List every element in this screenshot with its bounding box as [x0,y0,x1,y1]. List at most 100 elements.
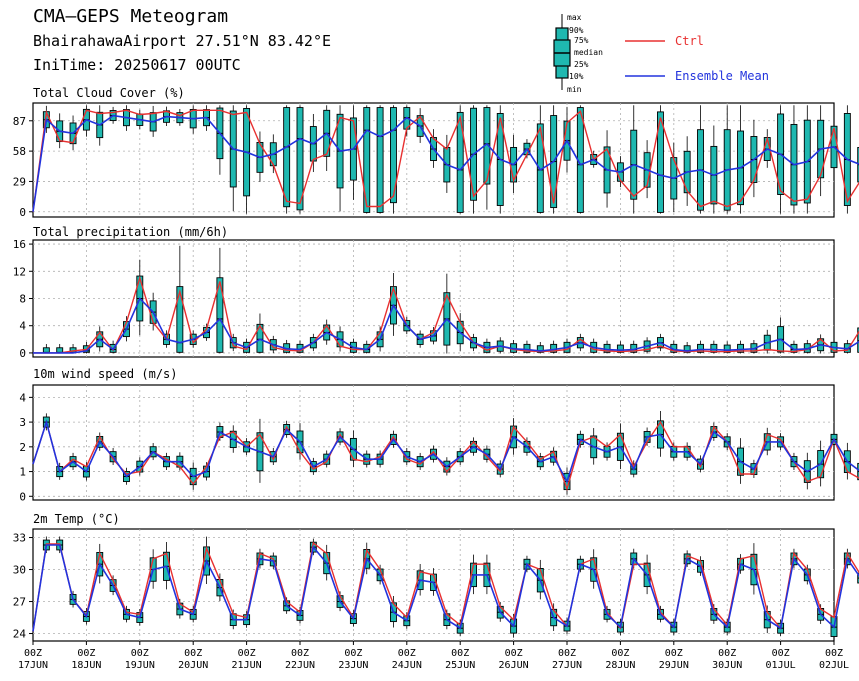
boxplot [510,339,518,354]
y-tick-label: 0 [19,347,26,360]
boxplot [536,105,544,214]
init-time-label: IniTime: 20250617 00UTC [33,56,241,74]
boxplot [630,105,638,214]
box [176,286,184,353]
boxplot [403,105,411,137]
x-hour-label: 00Z [291,648,309,659]
x-hour-label: 00Z [611,648,629,659]
panel-frame [32,528,835,642]
y-tick-label: 29 [13,175,26,188]
x-hour-label: 00Z [718,648,736,659]
boxplot [283,339,291,354]
x-date-label: 26JUN [499,660,529,671]
x-date-label: 25JUN [445,660,475,671]
y-tick-label: 4 [19,391,26,404]
ctrl-line [32,109,859,212]
box [283,107,291,208]
boxplot [777,105,785,214]
panel-title: Total Cloud Cover (%) [33,86,185,100]
box [790,343,798,353]
x-date-label: 22JUN [285,660,315,671]
mean-line [33,297,859,354]
boxplot [42,344,50,354]
y-tick-label: 30 [13,564,26,577]
x-hour-label: 00Z [772,648,790,659]
y-tick-label: 87 [13,115,26,128]
y-tick-label: 24 [13,628,27,641]
x-hour-label: 00Z [131,648,149,659]
x-date-label: 28JUN [605,660,635,671]
box [723,344,731,353]
x-date-label: 27JUN [552,660,582,671]
chart-title: CMA—GEPS Meteogram [33,6,229,27]
y-tick-label: 12 [13,265,26,278]
box [657,111,664,213]
panel-title: 10m wind speed (m/s) [33,367,178,381]
panel-frame [32,384,835,501]
x-date-label: 02JUL [819,660,849,671]
boxplot [830,111,838,181]
x-hour-label: 00Z [505,648,523,659]
y-tick-label: 0 [19,490,26,503]
box [616,344,624,353]
x-date-label: 24JUN [392,660,422,671]
x-date-label: 01JUL [766,660,796,671]
x-hour-label: 00Z [238,648,256,659]
box [376,107,384,213]
y-tick-label: 4 [19,320,26,333]
x-hour-label: 00Z [184,648,202,659]
boxplot [710,125,718,214]
y-tick-label: 3 [19,416,26,429]
box [56,347,64,353]
y-tick-label: 1 [19,466,26,479]
panel-2: 0 4 8 12 16 Total precipitation (mm/6h) [13,225,859,360]
x-date-label: 30JUN [712,660,742,671]
boxplot [323,105,331,171]
boxplot [483,105,491,210]
x-hour-label: 00Z [398,648,416,659]
box [296,107,304,211]
box [683,345,691,353]
x-hour-label: 00Z [344,648,362,659]
box [710,343,718,353]
x-hour-label: 00Z [451,648,469,659]
boxplot [817,334,825,354]
boxplot [790,105,798,214]
y-tick-label: 33 [13,532,26,545]
x-hour-label: 00Z [558,648,576,659]
box [697,343,704,353]
box [456,111,464,213]
box [363,107,371,213]
box [737,343,744,353]
x-date-label: 29JUN [659,660,689,671]
boxplot [283,105,291,214]
boxplot [216,105,224,175]
x-hour-label: 00Z [665,648,683,659]
panel-3: 0 1 2 3 4 10m wind speed (m/s) [19,367,859,503]
boxplot [349,105,357,200]
x-date-label: 20JUN [178,660,208,671]
boxplot [723,105,731,214]
x-date-label: 23JUN [338,660,368,671]
x-date-label: 18JUN [71,660,101,671]
boxplot [657,105,664,214]
station-label: BhairahawaAirport 27.51°N 83.42°E [33,32,332,50]
panel-title: 2m Temp (°C) [33,512,120,526]
y-tick-label: 27 [13,596,26,609]
box [857,327,859,353]
y-tick-label: 0 [19,206,26,219]
y-tick-label: 8 [19,293,26,306]
y-tick-label: 16 [13,238,26,251]
x-date-label: 19JUN [125,660,155,671]
box [390,107,397,204]
x-date-label: 17JUN [18,660,48,671]
boxplot [336,105,344,212]
boxplot [256,313,264,354]
box [256,323,264,353]
mean-line [32,544,859,632]
y-tick-label: 58 [13,145,26,158]
ctrl-line [33,275,859,354]
boxplot [243,105,251,214]
mean-line [32,114,859,212]
